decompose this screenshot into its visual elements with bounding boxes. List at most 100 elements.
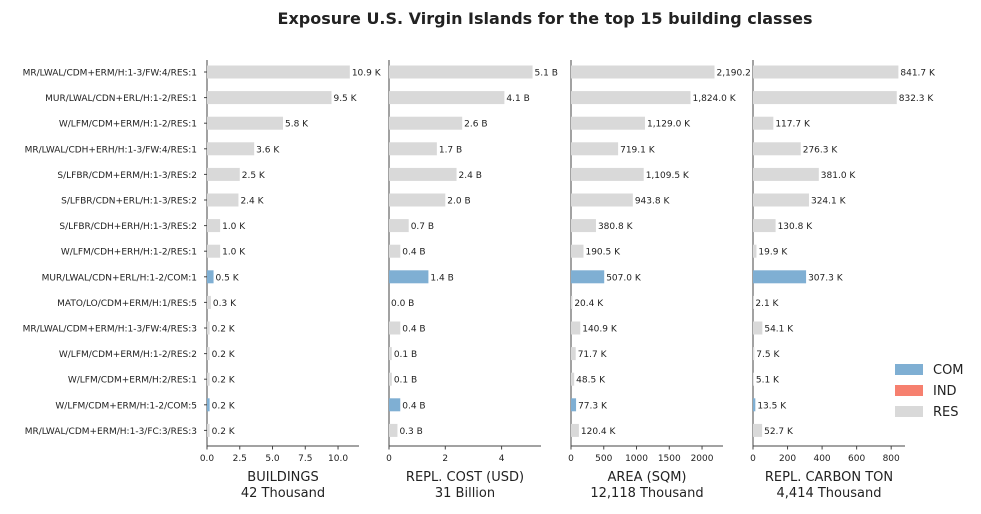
bar-value-label: 0.2 K [212,427,236,437]
bar-value-label: 2,190.2 [716,69,750,79]
bar-value-label: 0.3 B [399,427,422,437]
x-axis-label: REPL. CARBON TON [765,470,893,485]
bar-value-label: 1,109.5 K [646,171,690,181]
bar-value-label: 77.3 K [578,401,608,411]
bar-value-label: 1.0 K [222,222,246,232]
category-label: MR/LWAL/CDM+ERM/H:1-3/FW:4/RES:3 [23,325,197,335]
bar-value-label: 2.4 B [459,171,482,181]
legend-label: RES [933,405,959,420]
bar-value-label: 4.1 B [506,94,529,104]
category-label: MUR/LWAL/CDN+ERL/H:1-2/COM:1 [42,273,197,283]
x-tick-label: 500 [595,454,612,464]
bar-value-label: 0.4 B [402,248,425,258]
bar [753,398,755,411]
bar-value-label: 130.8 K [778,222,814,232]
category-label: W/LFM/CDM+ERM/H:1-2/COM:5 [55,401,197,411]
bar [753,270,806,283]
legend-swatch [895,364,923,375]
bar-value-label: 2.6 B [464,120,487,130]
bar-value-label: 117.7 K [775,120,811,130]
x-tick-label: 1500 [658,454,681,464]
bar [571,117,645,130]
bar [389,194,445,207]
bar-value-label: 0.2 K [212,325,236,335]
bar [753,66,898,79]
bar-value-label: 19.9 K [758,248,788,258]
category-label: W/LFM/CDM+ERM/H:1-2/RES:2 [59,350,197,360]
x-tick-label: 0.0 [200,454,215,464]
bar [389,322,400,335]
bar [571,322,580,335]
bar [571,142,618,155]
bar [753,142,801,155]
x-tick-label: 600 [848,454,865,464]
bar [207,142,254,155]
x-tick-label: 2000 [691,454,714,464]
bar-value-label: 2.0 B [447,197,470,207]
bar-value-label: 1.7 B [439,145,462,155]
category-label: MR/LWAL/CDM+ERM/H:1-3/FC:3/RES:3 [25,427,197,437]
category-label: MR/LWAL/CDM+ERM/H:1-3/FW:4/RES:1 [23,69,197,79]
bar-value-label: 0.1 B [394,376,417,386]
bar [207,398,210,411]
x-tick-label: 0 [386,454,392,464]
bar-value-label: 54.1 K [764,325,794,335]
legend-label: COM [933,363,964,378]
bar-value-label: 1.4 B [430,273,453,283]
bar [571,373,574,386]
category-label: S/LFBR/CDN+ERL/H:1-3/RES:2 [61,197,197,207]
chart-title: Exposure U.S. Virgin Islands for the top… [278,9,813,28]
bar-value-label: 0.4 B [402,325,425,335]
category-label: S/LFBR/CDM+ERM/H:1-3/RES:2 [57,171,197,181]
bar [389,245,400,258]
bar-value-label: 1,129.0 K [647,120,691,130]
x-axis-total: 42 Thousand [241,486,325,501]
bar-value-label: 841.7 K [900,69,936,79]
bar-value-label: 7.5 K [756,350,780,360]
bar [207,168,240,181]
bar-value-label: 71.7 K [578,350,608,360]
bar [207,347,210,360]
bar [207,66,350,79]
category-label: S/LFBR/CDH+ERH/H:1-3/RES:2 [59,222,197,232]
bar [571,219,596,232]
x-tick-label: 400 [813,454,830,464]
bar [571,424,579,437]
x-axis-label: REPL. COST (USD) [406,470,524,485]
bar-value-label: 3.6 K [256,145,280,155]
category-label: MATO/LO/CDM+ERM/H:1/RES:5 [57,299,197,309]
x-tick-label: 1000 [625,454,648,464]
bar [753,373,754,386]
bar [753,219,776,232]
x-axis-total: 4,414 Thousand [777,486,882,501]
bar [753,117,773,130]
bar-value-label: 0.3 K [213,299,237,309]
x-tick-label: 0 [568,454,574,464]
category-label: MR/LWAL/CDH+ERH/H:1-3/FW:4/RES:1 [25,145,197,155]
bar [389,117,462,130]
x-tick-label: 2 [442,454,448,464]
bar [571,270,604,283]
bar [389,270,428,283]
bar [753,245,756,258]
bar-value-label: 120.4 K [581,427,617,437]
x-tick-label: 10.0 [328,454,348,464]
x-tick-label: 2.5 [233,454,247,464]
bar-value-label: 5.1 B [535,69,558,79]
bar [207,270,214,283]
bar-value-label: 943.8 K [635,197,671,207]
bar-value-label: 507.0 K [606,273,642,283]
bar [207,424,210,437]
bar [571,66,714,79]
bar [389,398,400,411]
legend-label: IND [933,384,957,399]
bar [389,91,504,104]
bar-value-label: 0.4 B [402,401,425,411]
bar-value-label: 190.5 K [585,248,621,258]
bar [207,373,210,386]
bar [207,322,210,335]
bar-value-label: 9.5 K [333,94,357,104]
bar-value-label: 10.9 K [352,69,382,79]
bar [571,398,576,411]
x-axis-total: 31 Billion [435,486,495,501]
